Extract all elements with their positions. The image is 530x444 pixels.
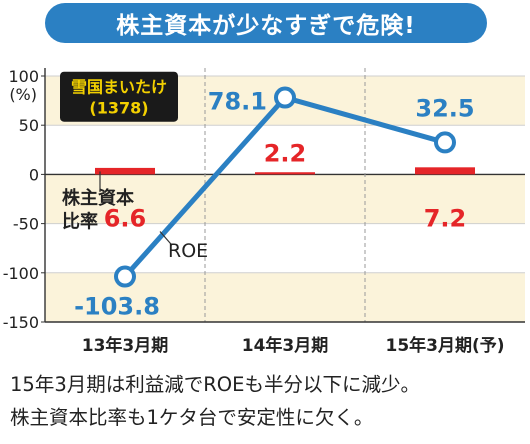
axes: 100 50 0 -50 -100 -150 (%) 13年3月期 14年3月期 15年3月期(予… <box>3 67 525 356</box>
roe-point <box>434 131 456 154</box>
roe-series-name: ROE <box>168 240 208 262</box>
plot-band <box>45 174 525 224</box>
equity-ratio-bars <box>95 167 475 175</box>
roe-label: 32.5 <box>415 94 474 122</box>
y-tick-label: 50 <box>19 116 39 135</box>
y-unit-label: (%) <box>9 85 37 104</box>
plot-band <box>45 223 525 273</box>
data-labels: 6.6 2.2 7.2 -103.8 78.1 32.5 <box>74 88 475 321</box>
equity-ratio-label: 7.2 <box>424 204 467 232</box>
y-tick-label: 0 <box>29 165 39 184</box>
chart: 100 50 0 -50 -100 -150 (%) 13年3月期 14年3月期 15年3月期(予… <box>3 67 525 356</box>
x-category-label: 15年3月期(予) <box>385 335 504 356</box>
roe-line <box>114 86 456 288</box>
company-label-box <box>60 71 178 122</box>
equity-ratio-note: 株主資本 <box>62 187 134 209</box>
equity-ratio-label: 6.6 <box>104 204 147 232</box>
caption-line-1: 15年3月期は利益減でROEも半分以下に減少。 <box>10 373 420 396</box>
roe-label: 78.1 <box>208 88 267 116</box>
roe-label: -103.8 <box>74 293 160 321</box>
y-tick-label: -150 <box>3 313 39 332</box>
equity-ratio-note: 比率 <box>62 211 98 233</box>
company-name: 雪国まいたけ <box>71 78 167 97</box>
y-tick-label: -100 <box>3 264 39 283</box>
equity-ratio-bar <box>255 172 315 175</box>
roe-point <box>274 86 296 109</box>
y-tick-label: 100 <box>8 67 39 86</box>
company-code: (1378) <box>89 99 148 118</box>
x-category-label: 13年3月期 <box>82 335 169 356</box>
roe-point <box>114 265 136 288</box>
y-tick-label: -50 <box>13 215 39 234</box>
annotations: 雪国まいたけ (1378) 株主資本比率 ROE <box>60 71 208 262</box>
caption: 15年3月期は利益減でROEも半分以下に減少。 株主資本比率も1ケタ台で安定性に… <box>10 368 525 434</box>
equity-ratio-bar <box>415 167 475 175</box>
equity-ratio-label: 2.2 <box>264 139 307 167</box>
roe-leader <box>159 231 173 246</box>
equity-ratio-bar <box>95 167 155 175</box>
caption-line-2: 株主資本比率も1ケタ台で安定性に欠く。 <box>10 406 374 429</box>
chart-title: 株主資本が少なすぎで危険! <box>45 3 487 43</box>
x-category-label: 14年3月期 <box>242 335 329 356</box>
